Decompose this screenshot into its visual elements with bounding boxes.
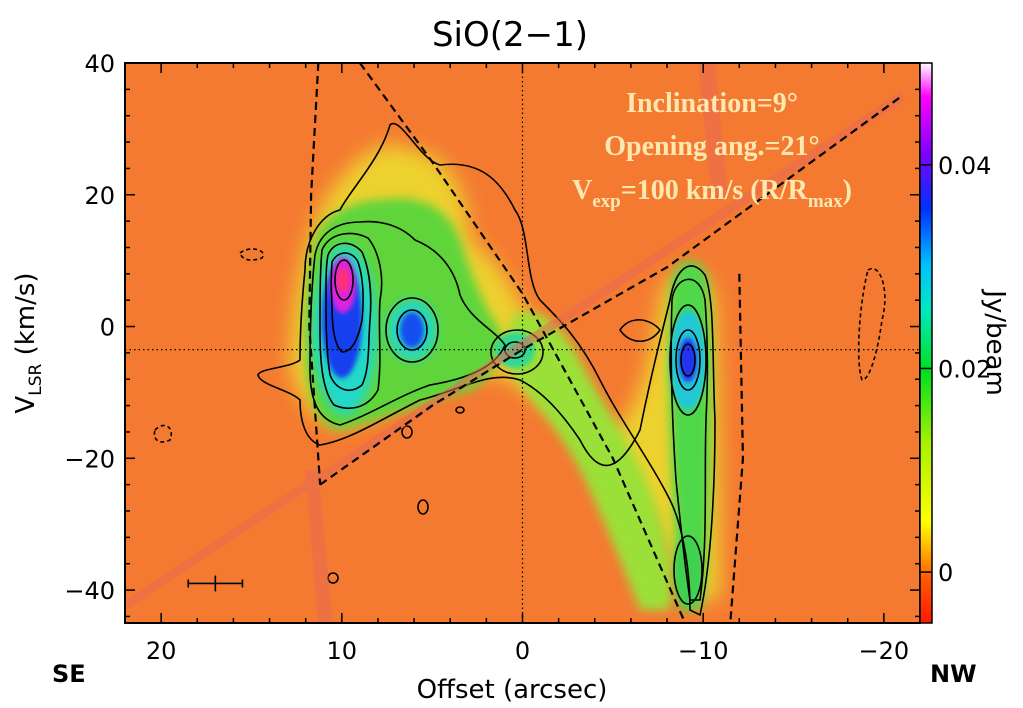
y-tick-label: 0: [100, 314, 115, 342]
vexp-end: ): [843, 175, 852, 206]
contour-level-4: [325, 242, 372, 391]
colorbar-tick-label: 0: [938, 559, 953, 587]
contour-level-3: [319, 232, 383, 409]
y-tick-label: 20: [84, 182, 115, 210]
emission-red-core: [337, 268, 349, 292]
contour-dashed-1: [857, 267, 886, 381]
contour-small-1: [417, 499, 429, 515]
contour-outer: [257, 122, 716, 617]
colorbar-tick-label: 0.02: [938, 355, 991, 383]
plot-area: [125, 63, 920, 623]
contour-center-outer: [490, 329, 544, 375]
contour-east-lobe: [619, 319, 661, 343]
model-line-1: [308, 63, 322, 485]
contour-mid-outer: [385, 297, 439, 363]
x-axis-label: Offset (arcsec): [417, 675, 608, 705]
x-tick-label: 0: [515, 637, 530, 665]
model-line-3: [319, 95, 903, 486]
reference-lines: [125, 63, 920, 623]
model-line-2: [358, 63, 687, 623]
contour-knot-2: [675, 329, 701, 391]
chart-title: SiO(2−1): [432, 15, 588, 55]
axis-ticks: 20 10 0 −10 −20 40 20 0 −20 −40: [64, 50, 921, 665]
vexp-sub2: max: [808, 191, 843, 212]
stripe-northwest: [698, 63, 728, 200]
vexp-mid: =100 km/s (R/R: [621, 175, 809, 206]
y-axis-label-sub: LSR: [26, 364, 46, 396]
emission-blue-mid: [400, 312, 424, 348]
contour-dashed-3: [239, 248, 264, 261]
y-tick-label: −20: [64, 445, 115, 473]
contour-small-2: [401, 425, 413, 439]
corner-label-se: SE: [52, 660, 86, 688]
y-axis-label: VLSR (km/s): [11, 272, 46, 413]
y-axis-label-unit: (km/s): [11, 272, 41, 363]
colorbar-ticks: 0 0.02 0.04: [920, 152, 991, 587]
model-line-4: [729, 273, 745, 623]
contour-knot-3: [680, 343, 696, 377]
contour-small-4: [455, 406, 465, 414]
stripe-southeast: [305, 470, 333, 623]
contour-center-inner: [504, 341, 526, 359]
model-lines: [308, 63, 903, 623]
contour-knot-outer: [670, 278, 709, 601]
vexp-v: V: [572, 175, 592, 206]
y-tick-label: −40: [64, 577, 115, 605]
contour-dashed-2: [153, 424, 173, 443]
vexp-sub: exp: [592, 191, 621, 212]
contour-mid-inner: [396, 309, 428, 351]
contour-knot-1: [669, 304, 707, 416]
contour-level-5: [330, 252, 364, 353]
annotation-vexp: Vexp=100 km/s (R/Rmax): [572, 175, 852, 212]
x-tick-label: −10: [678, 637, 729, 665]
annotation-block: Inclination=9° Opening ang.=21° Vexp=100…: [572, 88, 852, 212]
colorbar-label: Jy/beam: [980, 288, 1010, 396]
x-tick-label: 10: [327, 637, 358, 665]
contour-peak-inner: [334, 259, 354, 301]
annotation-opening-angle: Opening ang.=21°: [604, 131, 819, 162]
y-tick-label: 40: [84, 50, 115, 78]
emission-green-east-tail: [510, 312, 672, 610]
colorbar: [919, 62, 933, 624]
corner-label-nw: NW: [930, 660, 977, 688]
x-tick-label: 20: [146, 637, 177, 665]
error-bar: [187, 575, 244, 592]
colorbar-tick-label: 0.04: [938, 152, 991, 180]
annotation-inclination: Inclination=9°: [626, 88, 798, 119]
x-tick-label: −20: [859, 637, 910, 665]
y-axis-label-main: V: [11, 396, 41, 414]
contour-south: [673, 535, 703, 605]
